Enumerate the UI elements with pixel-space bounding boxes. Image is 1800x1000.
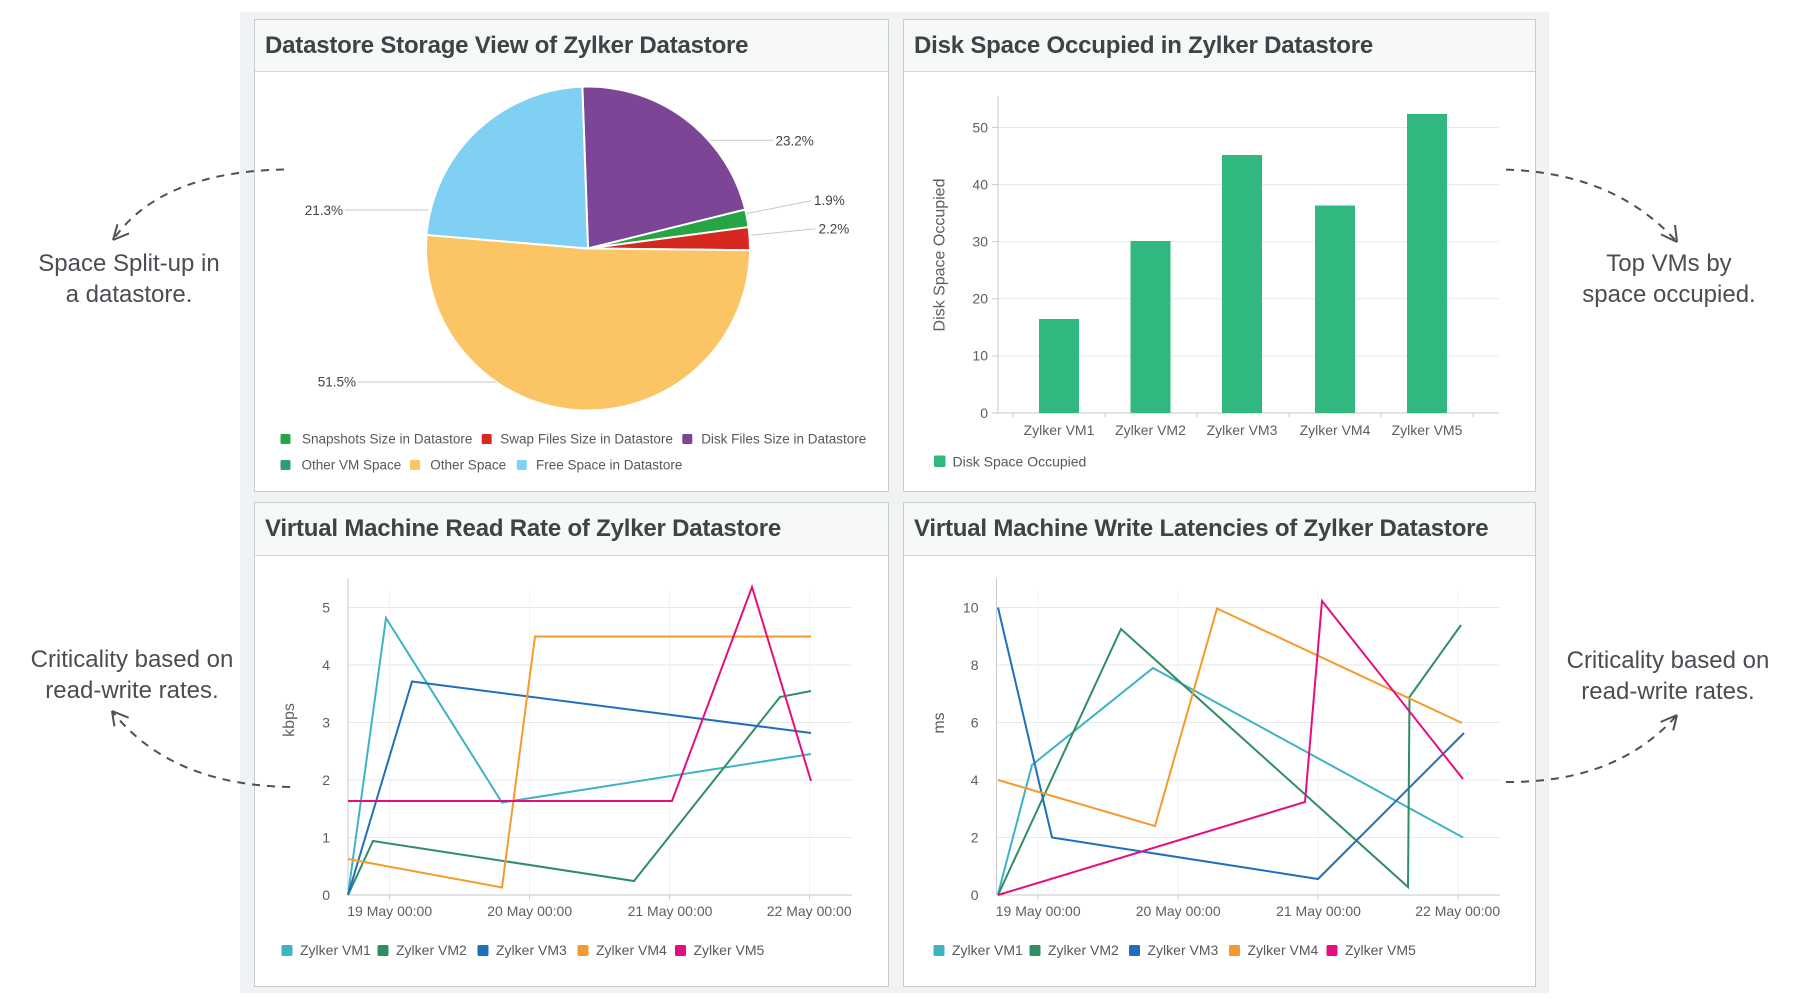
svg-text:Zylker VM3: Zylker VM3 [1148,942,1219,958]
svg-text:Zylker VM5: Zylker VM5 [1345,942,1416,958]
svg-text:Zylker VM2: Zylker VM2 [396,942,467,958]
svg-text:Zylker VM4: Zylker VM4 [1248,942,1319,958]
svg-text:Disk Files Size in Datastore: Disk Files Size in Datastore [701,432,866,447]
svg-text:2: 2 [971,829,979,845]
svg-text:21 May 00:00: 21 May 00:00 [1276,903,1361,919]
svg-text:0: 0 [971,887,979,903]
svg-text:Zylker VM1: Zylker VM1 [1024,422,1095,438]
svg-text:Free Space in Datastore: Free Space in Datastore [536,458,682,473]
svg-text:22 May 00:00: 22 May 00:00 [767,903,852,919]
svg-text:kbps: kbps [281,703,298,737]
svg-text:Zylker VM2: Zylker VM2 [1048,942,1119,958]
svg-text:Disk Space Occupied: Disk Space Occupied [953,454,1087,470]
svg-text:Zylker VM1: Zylker VM1 [952,942,1023,958]
svg-text:19 May 00:00: 19 May 00:00 [996,903,1081,919]
svg-text:0: 0 [980,405,988,421]
svg-text:22 May 00:00: 22 May 00:00 [1415,903,1500,919]
svg-text:10: 10 [963,599,979,615]
svg-text:Zylker VM5: Zylker VM5 [1392,422,1463,438]
svg-text:5: 5 [322,599,330,615]
svg-text:21 May 00:00: 21 May 00:00 [628,903,713,919]
svg-text:Other Space: Other Space [430,458,506,473]
svg-text:Swap Files Size in Datastore: Swap Files Size in Datastore [500,432,673,447]
svg-text:10: 10 [972,348,988,364]
svg-text:51.5%: 51.5% [318,375,356,390]
svg-text:8: 8 [971,657,979,673]
svg-text:Zylker VM3: Zylker VM3 [1207,422,1278,438]
svg-text:ms: ms [931,712,948,733]
svg-text:40: 40 [972,176,988,192]
svg-text:Zylker VM4: Zylker VM4 [596,942,667,958]
svg-text:4: 4 [971,772,979,788]
svg-text:50: 50 [972,119,988,135]
svg-text:Other VM Space: Other VM Space [302,458,402,473]
svg-text:6: 6 [971,714,979,730]
svg-text:0: 0 [322,887,330,903]
svg-text:4: 4 [322,657,330,673]
svg-text:19 May 00:00: 19 May 00:00 [347,903,432,919]
svg-text:20 May 00:00: 20 May 00:00 [1136,903,1221,919]
svg-text:Zylker VM5: Zylker VM5 [694,942,765,958]
svg-text:1.9%: 1.9% [814,193,845,208]
svg-text:Zylker VM3: Zylker VM3 [496,942,567,958]
svg-text:2.2%: 2.2% [819,222,850,237]
svg-text:20 May 00:00: 20 May 00:00 [487,903,572,919]
svg-text:2: 2 [322,772,330,788]
svg-text:Zylker VM1: Zylker VM1 [300,942,371,958]
svg-text:1: 1 [322,829,330,845]
svg-text:21.3%: 21.3% [305,203,343,218]
svg-text:23.2%: 23.2% [776,133,814,148]
svg-text:30: 30 [972,234,988,250]
svg-text:Disk Space Occupied: Disk Space Occupied [932,179,949,332]
svg-text:Snapshots Size in Datastore: Snapshots Size in Datastore [302,432,472,447]
svg-text:Zylker VM4: Zylker VM4 [1300,422,1371,438]
svg-text:Zylker VM2: Zylker VM2 [1115,422,1186,438]
svg-text:3: 3 [322,714,330,730]
svg-text:20: 20 [972,291,988,307]
